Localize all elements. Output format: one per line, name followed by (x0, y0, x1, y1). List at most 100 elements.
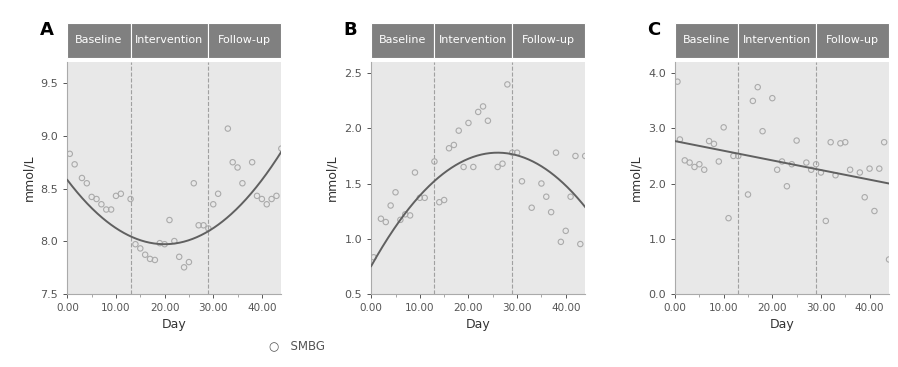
Text: A: A (40, 21, 53, 39)
Point (554, 239, 568, 245)
Point (480, 118, 495, 124)
Bar (130, 23, 208, 58)
Point (721, 215, 735, 221)
Point (697, 167, 711, 173)
Point (731, 153, 745, 159)
Point (524, 205, 539, 211)
Text: C: C (647, 21, 660, 39)
Point (250, 193, 264, 199)
Point (833, 141, 848, 146)
Bar (738, 23, 816, 58)
Point (462, 120, 476, 126)
Point (789, 138, 804, 143)
Point (745, 98, 760, 104)
Point (670, 79, 684, 85)
Point (114, 191, 128, 197)
Y-axis label: mmol/L: mmol/L (22, 155, 35, 201)
Point (446, 142, 461, 148)
Point (99, 207, 113, 212)
Point (138, 252, 153, 258)
Point (418, 195, 432, 201)
Point (500, 81, 515, 87)
Point (260, 201, 274, 207)
Point (867, 208, 882, 214)
Point (255, 196, 269, 202)
Point (539, 194, 553, 200)
Point (726, 153, 741, 159)
Point (403, 212, 418, 218)
Point (366, 254, 381, 260)
Point (104, 207, 119, 212)
Point (515, 178, 529, 184)
Point (853, 170, 867, 175)
Point (172, 254, 187, 260)
Point (559, 228, 573, 234)
Y-axis label: mmol/L: mmol/L (629, 155, 643, 201)
Point (393, 217, 408, 223)
Point (755, 128, 770, 134)
Point (109, 193, 123, 199)
Point (80, 180, 94, 186)
Point (823, 139, 838, 145)
Bar (371, 23, 435, 58)
Point (75, 175, 89, 181)
Point (245, 159, 260, 165)
Point (128, 241, 143, 247)
Point (398, 211, 412, 217)
Point (858, 195, 872, 200)
Point (682, 160, 697, 166)
Point (711, 159, 726, 164)
Bar (435, 23, 512, 58)
Point (872, 166, 886, 172)
Point (476, 103, 490, 109)
Point (133, 246, 147, 251)
Point (534, 181, 549, 186)
Point (84, 194, 99, 200)
Point (167, 238, 181, 244)
Bar (675, 23, 738, 58)
X-axis label: Day: Day (162, 318, 187, 331)
Bar (208, 23, 281, 58)
Point (809, 161, 823, 167)
Point (197, 222, 211, 228)
Point (235, 180, 250, 186)
Point (177, 264, 191, 270)
Text: Baseline: Baseline (683, 36, 730, 46)
Point (765, 95, 779, 101)
Point (456, 164, 471, 170)
Point (770, 167, 784, 173)
Point (153, 240, 167, 246)
Text: Intervention: Intervention (439, 36, 507, 46)
Point (877, 139, 892, 145)
Text: Intervention: Intervention (743, 36, 811, 46)
Text: Baseline: Baseline (379, 36, 427, 46)
Point (225, 159, 240, 165)
Point (862, 166, 876, 172)
Point (269, 193, 284, 199)
Point (673, 137, 687, 142)
X-axis label: Day: Day (770, 318, 795, 331)
Point (432, 199, 446, 205)
Point (549, 150, 563, 156)
Point (221, 126, 235, 131)
Point (563, 194, 577, 200)
Point (187, 180, 201, 186)
Point (274, 146, 288, 152)
Point (466, 164, 480, 170)
Point (147, 257, 162, 263)
Text: B: B (343, 21, 357, 39)
Point (843, 167, 858, 173)
Point (201, 225, 216, 231)
Point (505, 150, 519, 156)
Point (814, 170, 828, 175)
Point (490, 164, 505, 170)
Point (838, 139, 852, 145)
Point (181, 259, 196, 265)
Point (707, 141, 721, 147)
Point (123, 196, 137, 202)
Point (496, 161, 510, 167)
Point (692, 161, 707, 167)
Point (383, 203, 398, 208)
Point (573, 241, 587, 247)
Point (374, 216, 388, 222)
